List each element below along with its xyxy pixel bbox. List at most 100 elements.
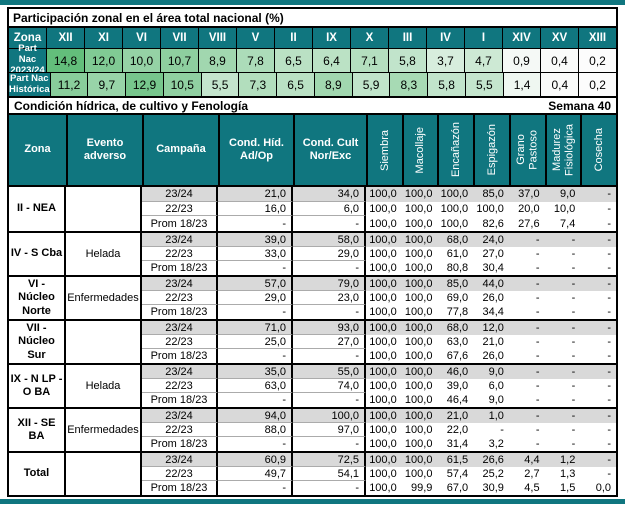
phenology-value-cell: - [535, 262, 540, 274]
phenology-value-cell: - [571, 350, 576, 362]
crop-condition-cell: 79,0 [293, 277, 366, 291]
campaign-subrows: 23/24 94,0 100,0 100,0 100,0 21,0 1,0- - -22/23 8… [142, 409, 617, 451]
campaign-cell: Prom 18/23 [142, 261, 218, 275]
water-condition-cell: 21,0 [218, 187, 293, 202]
campaign-subrow: 22/23 29,0 23,0 100,0 100,0 69,0 26,0- - - [142, 291, 616, 305]
participation-row: Part Nac Histórica 11,2 9,7 12,9 10,5 5,5 7,3 6… [9, 72, 616, 96]
phenology-value-cell: - [607, 336, 612, 348]
phenology-value-cell: - [607, 380, 612, 392]
zone-column-header: VIII [198, 28, 236, 48]
zone-column-header: I [464, 28, 502, 48]
phenology-header-text: Madurez Fisiológica [550, 124, 576, 176]
crop-condition-cell: - [293, 261, 366, 275]
phenology-header-text: Macollaje [414, 126, 427, 174]
phenology-value-cell: - [535, 336, 540, 348]
water-condition-cell: - [218, 393, 293, 407]
phenology-value-cell: 68,0 [437, 233, 474, 247]
campaign-cell: 22/23 [142, 423, 218, 437]
water-condition-cell: 57,0 [218, 277, 293, 291]
phenology-value-cell: 100,0 [369, 336, 397, 348]
participation-value-cell: 0,9 [502, 48, 540, 72]
col-header-campana: Campaña [142, 115, 218, 185]
phenology-value-cell: 46,4 [446, 394, 469, 406]
phenology-value-cell: 67,0 [446, 482, 469, 494]
phenology-value-cell: 100,0 [369, 350, 397, 362]
phenology-column-header: Grano Pastoso [508, 115, 545, 185]
campaign-subrow: 22/23 63,0 74,0 100,0 100,0 39,0 6,0- - - [142, 379, 616, 393]
campaign-cell: 22/23 [142, 201, 218, 217]
phenology-value-cell: 21,0 [482, 336, 504, 348]
phenology-header-text: Encañazón [449, 122, 462, 178]
participation-value-cell: 10,5 [162, 72, 201, 96]
phenology-value-cell: 6,0 [488, 380, 504, 392]
zone-column-header: II [274, 28, 312, 48]
phenology-value-cell: - [544, 277, 581, 291]
phenology-value-cell: 21,0 [437, 409, 474, 423]
phenology-value-cell: - [607, 248, 612, 260]
part-row-label: Part Nac Histórica [9, 72, 50, 96]
phenology-value-cell: - [580, 277, 617, 291]
phenology-value-cell: - [535, 292, 540, 304]
phenology-value-cell: 100,0 [401, 409, 438, 423]
water-condition-cell: - [218, 261, 293, 275]
campaign-subrow: Prom 18/23- -100,0 100,0 80,8 30,4- - - [142, 261, 616, 275]
campaign-subrows: 23/24 35,0 55,0 100,0 100,0 46,0 9,0- - -22/23 63… [142, 365, 617, 407]
phenology-value-cell: 80,8 [446, 262, 469, 274]
participation-value-cell: 0,2 [578, 72, 616, 96]
phenology-value-cell: 100,0 [366, 321, 402, 335]
adverse-event-cell: Enfermedades [66, 277, 142, 319]
water-condition-cell: - [218, 216, 293, 232]
phenology-value-cell: 68,0 [437, 321, 474, 335]
water-condition-cell: 60,9 [218, 453, 293, 467]
crop-condition-cell: 23,0 [293, 291, 366, 305]
campaign-subrow: 23/24 35,0 55,0 100,0 100,0 46,0 9,0- - - [142, 365, 617, 379]
participation-value-cell: 8,3 [389, 72, 428, 96]
phenology-header-text: Siembra [378, 129, 391, 171]
zone-column-header: III [388, 28, 426, 48]
zone-group-row: VII - Núcleo Sur 23/24 71,0 93,0 100,0 100,0 6… [9, 319, 617, 363]
zone-cell: VII - Núcleo Sur [9, 321, 66, 363]
water-condition-cell: 39,0 [218, 233, 293, 247]
phenology-column-header: Espigazón [473, 115, 509, 185]
phenology-value-cell: 44,0 [473, 277, 509, 291]
phenology-value-cell: 61,0 [446, 248, 469, 260]
phenology-value-cell: 4,4 [508, 453, 545, 467]
phenology-value-cell: 4,5 [524, 482, 540, 494]
water-condition-cell: 35,0 [218, 365, 293, 379]
campaign-subrow: 23/24 21,0 34,0 100,0 100,0 100,0 85,0 37,0 9,0- [142, 187, 617, 202]
water-condition-cell: 49,7 [218, 467, 293, 481]
phenology-value-cell: - [544, 321, 581, 335]
water-condition-cell: - [218, 305, 293, 319]
phenology-value-cell: - [607, 292, 612, 304]
zone-column-header: IX [312, 28, 350, 48]
phenology-value-cell: 100,0 [404, 394, 433, 406]
crop-condition-cell: 58,0 [293, 233, 366, 247]
phenology-value-cell: 100,0 [404, 217, 433, 230]
zone-column-header: VI [122, 28, 160, 48]
phenology-value-cell: 100,0 [440, 217, 469, 230]
phenology-value-cell: 1,5 [560, 482, 576, 494]
crop-condition-cell: - [293, 393, 366, 407]
zone-group-row: VI - Núcleo Norte Enfermedades 23/24 57,0 79… [9, 275, 617, 319]
phenology-value-cell: 24,0 [473, 233, 509, 247]
phenology-value-cell: 100,0 [404, 468, 433, 480]
col-header-zona: Zona [9, 115, 66, 185]
participation-value-cell: 14,8 [46, 48, 84, 72]
zone-group-row: XII - SE BA Enfermedades 23/24 94,0 100,0 100… [9, 407, 617, 451]
crop-condition-cell: 54,1 [293, 467, 366, 481]
crop-condition-cell: - [293, 437, 366, 451]
zone-group-row: IV - S Cba Helada 23/24 39,0 58,0 100,0 100,0 6… [9, 231, 617, 275]
adverse-event-cell: Helada [66, 365, 142, 407]
phenology-value-cell: - [508, 277, 545, 291]
adverse-event-cell [66, 321, 142, 363]
phenology-value-cell: 99,9 [411, 482, 433, 494]
campaign-subrow: 23/24 57,0 79,0 100,0 100,0 85,0 44,0- - - [142, 277, 617, 291]
phenology-value-cell: - [580, 321, 617, 335]
campaign-subrow: 22/23 88,0 97,0 100,0 100,0 22,0- - - - [142, 423, 616, 437]
zone-cell: VI - Núcleo Norte [9, 277, 66, 319]
phenology-value-cell: - [508, 321, 545, 335]
col-header-cond-cultivo: Cond. Cult Nor/Exc [293, 115, 366, 185]
phenology-header-text: Cosecha [592, 128, 605, 172]
phenology-value-cell: 100,0 [369, 468, 397, 480]
crop-condition-cell: 74,0 [293, 379, 366, 393]
